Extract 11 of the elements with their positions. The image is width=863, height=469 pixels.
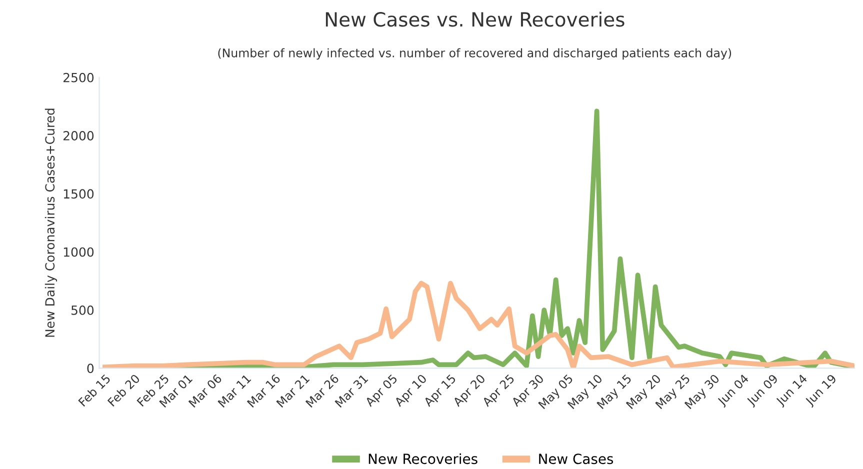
y-tick-label: 500 [71,305,94,315]
chart-subtitle: (Number of newly infected vs. number of recovered and discharged patients each day) [218,48,732,60]
y-tick-label: 0 [87,364,94,374]
y-tick-label: 2500 [63,72,94,82]
y-tick-label: 1000 [64,247,94,257]
y-tick-label: 2000 [63,131,94,140]
y-axis-title: New Daily Coronavirus Cases+Cured [44,108,58,337]
legend-label: New Recoveries [368,453,478,464]
y-tick-label: 1500 [64,189,94,199]
legend-label: New Cases [539,454,614,464]
chart-title: New Cases vs. New Recoveries [326,12,624,27]
